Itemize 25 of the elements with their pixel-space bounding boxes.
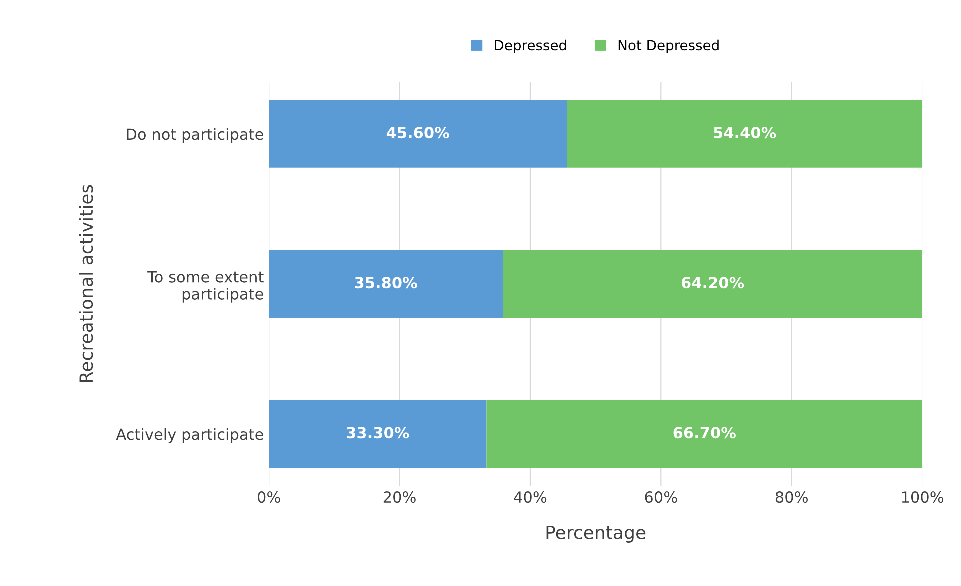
y-tick-label: Actively participate (116, 428, 264, 444)
x-axis-title: Percentage (546, 526, 646, 543)
data-label: 35.80% (355, 277, 418, 289)
bar (486, 400, 923, 468)
y-tick-label: To some extent participate (148, 271, 264, 303)
x-tick-label: 60% (645, 492, 678, 504)
y-tick-label: Do not participate (127, 128, 264, 144)
bar (503, 250, 923, 318)
bar (567, 100, 923, 168)
data-label: 45.60% (386, 127, 450, 139)
x-tick-label: 20% (384, 492, 416, 504)
x-tick-label: 100% (902, 492, 944, 504)
bar (269, 250, 504, 318)
x-tick-label: 40% (514, 492, 547, 504)
data-label: 64.20% (682, 277, 744, 289)
data-label: 66.70% (674, 427, 736, 439)
x-tick-label: 0% (258, 492, 280, 504)
legend-label: Not Depressed (618, 40, 719, 54)
bar (269, 100, 568, 168)
data-label: 33.30% (347, 427, 410, 439)
legend-label: Depressed (495, 40, 566, 54)
data-label: 54.40% (714, 127, 776, 139)
y-axis-title: Recreational activities (79, 185, 94, 382)
x-tick-label: 80% (776, 492, 808, 504)
bar (269, 400, 487, 468)
